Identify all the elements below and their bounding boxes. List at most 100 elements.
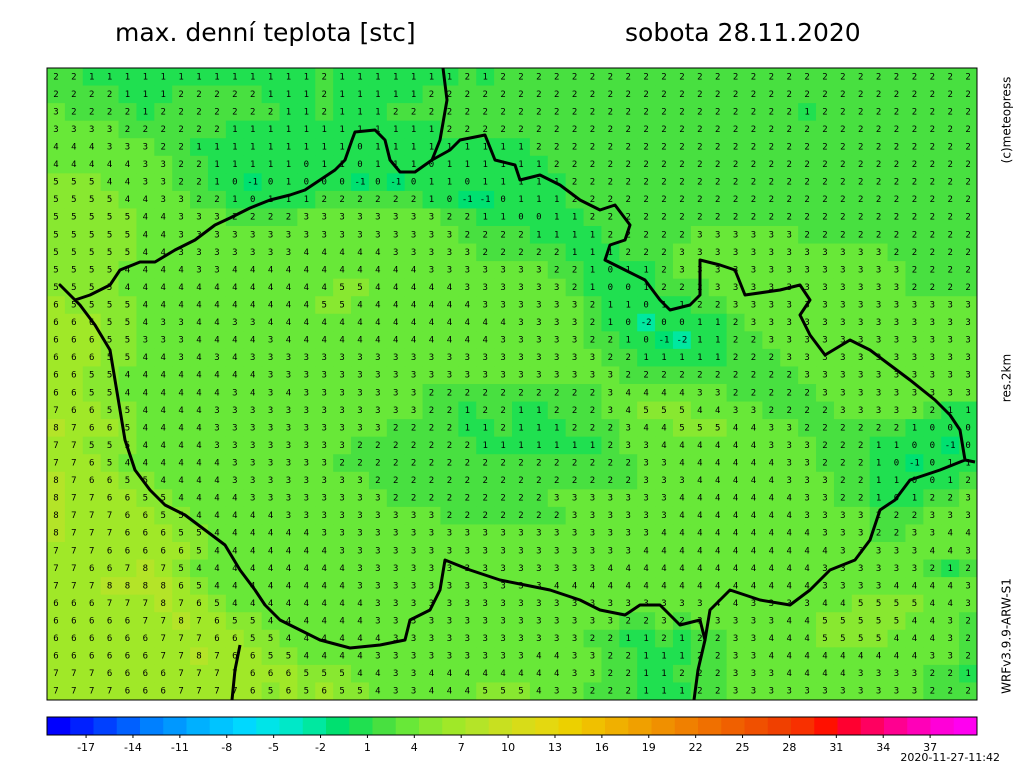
value-label: 4	[447, 301, 452, 311]
value-label: 5	[125, 406, 130, 416]
field-cell	[207, 68, 227, 87]
value-label: 5	[143, 494, 148, 504]
value-label: 2	[482, 494, 487, 504]
value-label: 1	[214, 72, 219, 82]
value-label: 2	[447, 125, 452, 135]
value-label: 3	[286, 423, 291, 433]
value-label: 1	[536, 230, 541, 240]
value-label: 2	[715, 72, 720, 82]
value-label: 3	[304, 423, 309, 433]
value-label: 4	[661, 441, 666, 451]
value-label: 2	[965, 230, 970, 240]
value-label: -1	[659, 336, 670, 346]
value-label: 4	[751, 581, 756, 591]
value-label: 2	[930, 107, 935, 117]
value-label: 7	[107, 511, 112, 521]
value-label: 2	[697, 301, 702, 311]
field-cell	[136, 85, 155, 104]
value-label: 0	[626, 283, 631, 293]
value-label: 3	[787, 441, 792, 451]
value-label: 3	[500, 617, 505, 627]
colorbar-swatch	[419, 717, 443, 735]
value-label: 2	[500, 125, 505, 135]
value-label: 4	[697, 511, 702, 521]
value-label: 4	[250, 388, 255, 398]
value-label: 4	[447, 336, 452, 346]
field-cell	[47, 103, 66, 122]
value-label: 4	[232, 511, 237, 521]
value-label: 2	[518, 459, 523, 469]
value-label: 3	[232, 423, 237, 433]
value-label: 4	[250, 283, 255, 293]
value-label: 4	[71, 143, 76, 153]
value-label: -1	[945, 441, 956, 451]
value-label: 4	[196, 423, 201, 433]
field-cell	[762, 243, 781, 262]
value-label: 2	[751, 388, 756, 398]
field-cell	[565, 190, 585, 209]
value-label: 2	[107, 90, 112, 100]
field-cell	[941, 190, 960, 209]
value-label: 3	[411, 581, 416, 591]
value-label: 4	[161, 441, 166, 451]
value-label: 2	[840, 107, 845, 117]
value-label: 6	[89, 652, 94, 662]
field-cell	[744, 173, 763, 192]
value-label: 2	[196, 125, 201, 135]
field-cell	[118, 173, 137, 192]
field-cell	[297, 138, 316, 157]
field-cell	[47, 173, 66, 192]
value-label: 2	[626, 669, 631, 679]
value-label: 5	[53, 265, 58, 275]
value-label: 3	[876, 336, 881, 346]
value-label: 0	[536, 213, 541, 223]
value-label: 3	[554, 301, 559, 311]
value-label: 2	[751, 336, 756, 346]
value-label: 2	[840, 230, 845, 240]
value-label: 2	[733, 160, 738, 170]
field-cell	[672, 173, 692, 192]
value-label: 3	[840, 301, 845, 311]
value-label: 2	[143, 125, 148, 135]
value-label: 1	[286, 90, 291, 100]
value-label: 2	[804, 178, 809, 188]
value-label: 5	[643, 406, 648, 416]
value-label: 2	[608, 143, 613, 153]
value-label: 2	[965, 160, 970, 170]
value-label: 2	[339, 195, 344, 205]
value-label: 8	[178, 617, 183, 627]
field-cell	[297, 208, 316, 227]
value-label: 2	[894, 160, 899, 170]
field-cell	[833, 243, 853, 262]
field-cell	[744, 68, 763, 87]
value-label: 3	[429, 511, 434, 521]
value-label: 2	[661, 143, 666, 153]
value-label: 4	[178, 459, 183, 469]
value-label: 1	[196, 143, 201, 153]
value-label: 3	[536, 371, 541, 381]
field-cell	[529, 120, 549, 139]
value-label: 2	[482, 107, 487, 117]
value-label: 3	[286, 353, 291, 363]
value-label: 3	[393, 617, 398, 627]
value-label: 4	[322, 564, 327, 574]
value-label: 2	[661, 634, 666, 644]
value-label: 2	[572, 283, 577, 293]
field-cell	[887, 155, 906, 174]
value-label: 2	[876, 213, 881, 223]
value-label: 2	[894, 511, 899, 521]
value-label: 4	[143, 301, 148, 311]
value-label: 3	[572, 529, 577, 539]
field-cell	[136, 243, 155, 262]
value-label: 5	[53, 178, 58, 188]
field-cell	[297, 190, 316, 209]
value-label: 4	[787, 669, 792, 679]
field-cell	[941, 85, 960, 104]
field-cell	[565, 208, 585, 227]
value-label: 3	[304, 459, 309, 469]
value-label: 2	[965, 564, 970, 574]
field-cell	[762, 173, 781, 192]
value-label: 3	[858, 687, 863, 697]
value-label: 4	[286, 283, 291, 293]
value-label: 1	[304, 107, 309, 117]
